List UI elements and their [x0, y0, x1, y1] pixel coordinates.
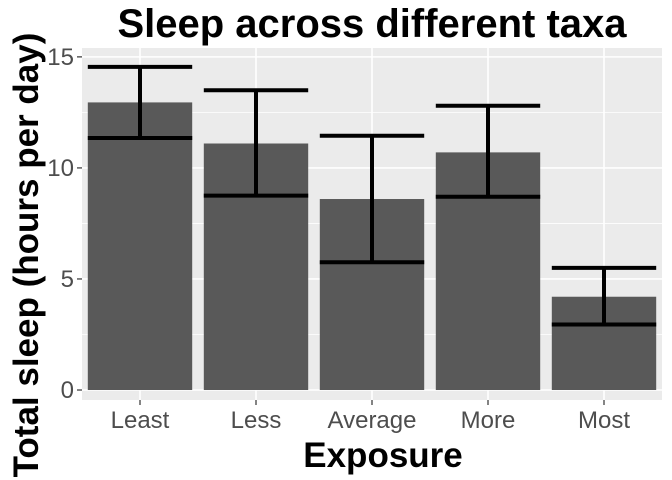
x-tick-label-least: Least: [111, 407, 170, 434]
bars: [87, 102, 657, 391]
errorbar-average: [319, 133, 425, 265]
errorbar-least: [87, 64, 193, 140]
y-axis-ticks: 0 5 10 15: [47, 44, 82, 404]
x-tick-label-most: Most: [578, 407, 630, 434]
chart-title: Sleep across different taxa: [117, 2, 627, 46]
y-tick-label: 10: [47, 155, 74, 182]
errorbar-less: [203, 88, 309, 198]
bar-least: [87, 102, 193, 391]
x-axis-ticks: Least Less Average More Most: [111, 400, 630, 434]
y-tick-label: 0: [61, 377, 74, 404]
y-axis-title: Total sleep (hours per day): [7, 33, 46, 478]
x-tick-label-less: Less: [231, 407, 282, 434]
error-bars: [87, 64, 657, 327]
errorbar-most: [551, 265, 657, 327]
x-tick-label-average: Average: [328, 407, 417, 434]
y-tick-label: 15: [47, 44, 74, 71]
errorbar-more: [435, 103, 541, 199]
y-tick-label: 5: [61, 266, 74, 293]
x-tick-label-more: More: [461, 407, 516, 434]
x-axis-title: Exposure: [303, 436, 463, 475]
